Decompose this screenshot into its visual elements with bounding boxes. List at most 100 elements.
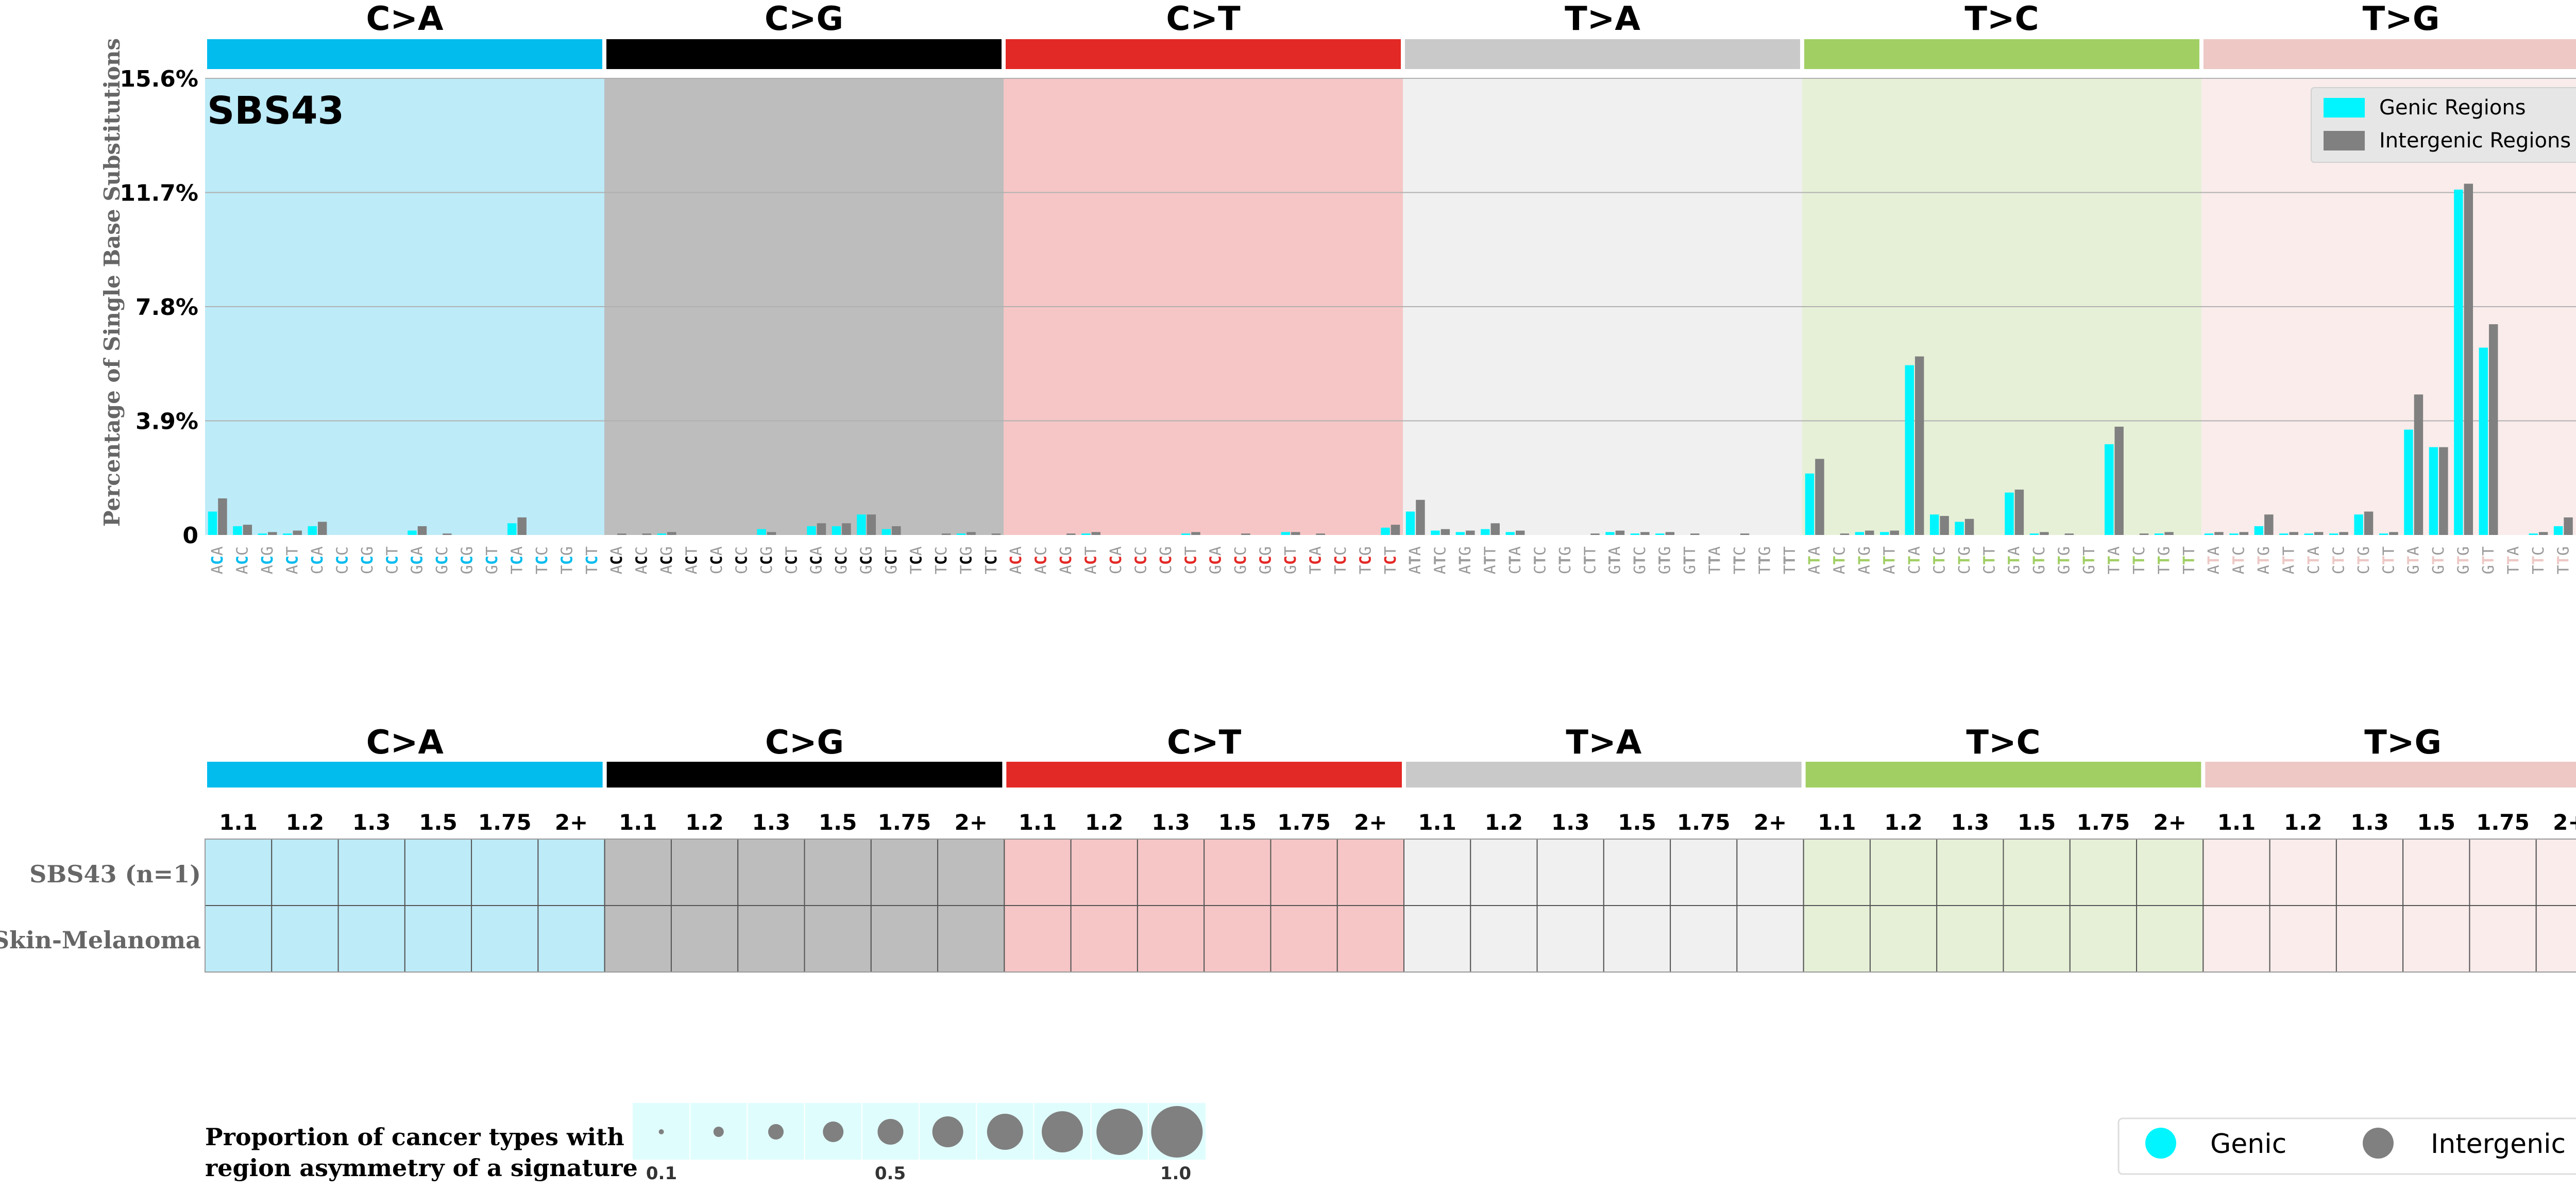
header-bar-T>C: [1804, 39, 2199, 69]
header-bar-C>G: [606, 39, 1002, 69]
heatmap-cell: [937, 839, 1005, 906]
bin-label: 1.75: [478, 810, 532, 835]
heatmap-cell: [804, 839, 872, 906]
heatmap-cell: [2269, 839, 2337, 906]
context-label: TCT: [1382, 546, 1400, 574]
size-legend-tick-0.5: 0.5: [875, 1163, 906, 1184]
heatmap-cell: [1403, 905, 1471, 973]
context-label: CCC: [1132, 546, 1150, 574]
top-mutation-type-headers: C>A C>G C>T T>A T>C T>G: [207, 0, 2576, 69]
heatmap-cells: [205, 839, 2576, 973]
heatmap-cell: [537, 839, 605, 906]
bar-intergenic: [293, 530, 302, 535]
bin-label: 1.75: [1277, 810, 1331, 835]
heatmap-cell: [2335, 905, 2404, 973]
context-label: CCA: [1107, 546, 1125, 574]
bar-genic: [2254, 526, 2264, 535]
bin-label: 1.1: [1418, 810, 1456, 835]
context-label: GTA: [2405, 546, 2423, 574]
bar-intergenic: [1091, 532, 1100, 535]
bar-intergenic: [2314, 532, 2324, 535]
heatmap-cell: [1869, 839, 1938, 906]
context-label: TCA: [907, 546, 925, 574]
bar-intergenic: [1865, 530, 1874, 535]
size-legend-dot: [932, 1116, 963, 1147]
heatmap-frame: [205, 839, 2576, 973]
bar-genic: [2005, 492, 2014, 535]
context-label: CCT: [1182, 546, 1200, 574]
bar-intergenic: [1964, 518, 1974, 535]
context-label: TTG: [2155, 546, 2173, 574]
heatmap-cell: [2136, 839, 2204, 906]
heatmap-cell: [2335, 839, 2404, 906]
heatmap-cell: [937, 905, 1005, 973]
bin-label: 2+: [954, 810, 987, 835]
bar-genic: [807, 526, 816, 535]
row-label-signature: SBS43 (n=1): [29, 860, 201, 888]
bar-intergenic: [1241, 533, 1250, 535]
bar-intergenic: [1590, 533, 1600, 535]
header-label-T>C: T>C: [1964, 0, 2039, 38]
context-label: TTC: [2530, 546, 2548, 574]
context-label: CTT: [2380, 546, 2398, 574]
bar-intergenic: [1690, 533, 1700, 535]
bar-intergenic: [1815, 459, 1824, 535]
bar-genic: [1880, 532, 1889, 535]
bar-genic: [2229, 533, 2239, 535]
bar-genic: [2354, 514, 2363, 535]
bottom-mutation-type-headers: C>A C>G C>T T>A T>C T>G: [207, 724, 2576, 788]
bin-label: 1.3: [1551, 810, 1589, 835]
context-label: GCA: [1207, 546, 1225, 574]
context-label: CTC: [1531, 546, 1549, 574]
bin-label: 1.5: [1618, 810, 1656, 835]
bar-legend: Genic Regions Intergenic Regions: [2311, 87, 2576, 163]
bar-genic: [308, 526, 317, 535]
context-label: ATA: [2205, 546, 2223, 574]
heatmap-cell: [1070, 839, 1138, 906]
bottom-header-label-C>G: C>G: [765, 724, 844, 762]
bottom-header-label-T>G: T>G: [2364, 724, 2442, 762]
context-label: GCT: [483, 546, 501, 574]
context-label: ATC: [1432, 546, 1450, 574]
y-axis-ticks: 0 3.9% 7.8% 11.7% 15.6%: [120, 66, 198, 549]
context-label: TCT: [583, 546, 601, 574]
heatmap-cell: [1403, 839, 1471, 906]
context-label: CCC: [333, 546, 351, 574]
heatmap-cell: [1336, 839, 1404, 906]
bar-intergenic: [941, 533, 951, 535]
bin-label: 1.5: [1218, 810, 1257, 835]
heatmap-cell: [670, 905, 739, 973]
bar-genic: [2553, 526, 2563, 535]
heatmap-cell: [870, 905, 939, 973]
bar-genic: [2529, 533, 2538, 535]
bar-genic: [1805, 473, 1815, 535]
bar-intergenic: [2389, 532, 2398, 535]
heatmap-cell: [1004, 839, 1072, 906]
size-legend-dot: [1151, 1106, 1203, 1158]
bar-intergenic: [967, 532, 976, 535]
bar-intergenic: [1890, 530, 1899, 535]
size-legend-dot: [987, 1114, 1023, 1150]
bin-label: 1.75: [878, 810, 931, 835]
context-label: CCC: [733, 546, 751, 574]
heatmap-cell: [2003, 905, 2071, 973]
context-label: GCG: [858, 546, 876, 574]
bar-intergenic: [817, 523, 826, 535]
bar-intergenic: [417, 526, 427, 535]
bar-genic: [1081, 533, 1091, 535]
heatmap-cell: [737, 905, 805, 973]
bar-genic: [283, 533, 292, 535]
context-label: CTG: [2355, 546, 2373, 574]
context-label: ATG: [2255, 546, 2273, 574]
context-label: CCG: [758, 546, 776, 574]
context-label: TTA: [1706, 546, 1724, 574]
context-label: TTC: [2130, 546, 2148, 574]
heatmap-cell: [804, 905, 872, 973]
context-label: TCC: [1332, 546, 1350, 574]
bin-label: 1.1: [1818, 810, 1856, 835]
header-bar-T>A: [1405, 39, 1800, 69]
bar-genic: [1381, 527, 1390, 535]
bar-intergenic: [667, 532, 676, 535]
bar-genic: [233, 526, 242, 535]
size-legend-dot: [713, 1127, 724, 1137]
